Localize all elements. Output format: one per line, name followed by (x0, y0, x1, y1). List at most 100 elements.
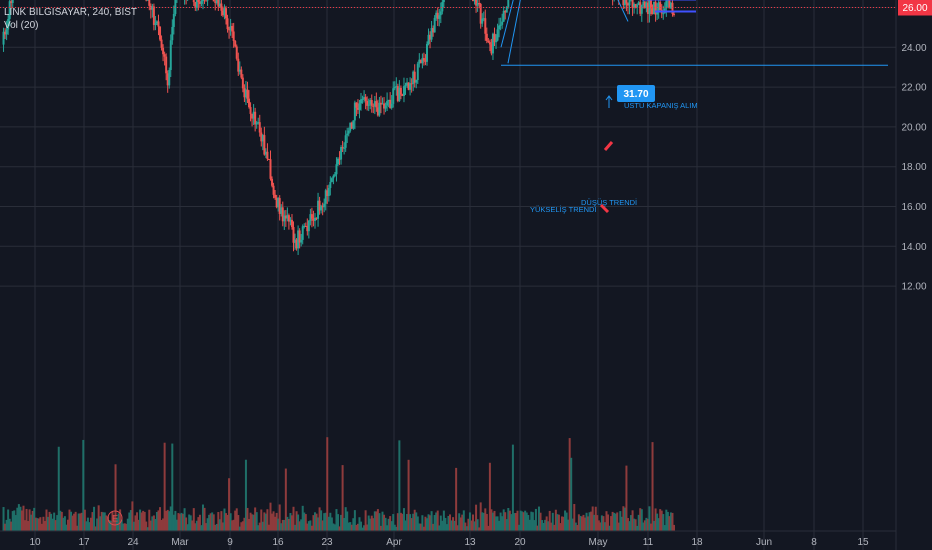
volume-bar (610, 516, 613, 531)
volume-bar (117, 513, 120, 531)
candle-body (498, 25, 501, 30)
candle-body (646, 2, 649, 15)
candle-body (332, 175, 335, 179)
volume-bar (182, 513, 185, 531)
candle-body (636, 5, 639, 8)
candle-body (367, 104, 370, 106)
volume-bar (493, 510, 496, 531)
volume-bar (366, 524, 369, 531)
candle-body (205, 0, 208, 1)
volume-bar (183, 508, 186, 531)
volume-bar (593, 514, 596, 531)
volume-bar (525, 512, 528, 531)
candle-body (490, 44, 493, 54)
volume-bar (65, 524, 68, 531)
volume-bar (441, 520, 444, 531)
y-tick-label: 16.00 (901, 202, 926, 213)
volume-bar (600, 515, 603, 531)
volume-bar (402, 508, 405, 531)
volume-bar (605, 511, 608, 531)
candle-body (220, 3, 223, 11)
volume-bar (108, 520, 111, 531)
candle-body (406, 82, 409, 86)
volume-bar (450, 520, 453, 531)
volume-bar (2, 507, 5, 531)
candle-body (327, 187, 330, 196)
volume-bar (634, 519, 637, 531)
candle-body (225, 8, 227, 19)
candle-body (360, 99, 363, 104)
candle-body (254, 111, 257, 125)
volume-bar (284, 468, 287, 531)
candle-body (662, 13, 665, 15)
volume-bar (353, 510, 356, 531)
volume-bar (364, 510, 367, 531)
volume-bar (19, 506, 22, 531)
candle-body (267, 158, 270, 160)
volume-bar (317, 517, 320, 531)
candle-body (475, 0, 478, 6)
volume-bar (395, 526, 398, 531)
candle-body (157, 21, 160, 27)
candle-body (5, 29, 8, 35)
candle-body (387, 99, 390, 102)
volume-bar (159, 507, 162, 531)
candle-body (485, 33, 488, 41)
x-tick-label: Mar (171, 537, 189, 548)
volume-legend[interactable]: Vol (20) (4, 20, 39, 31)
volume-bar (7, 509, 10, 531)
volume-bar (468, 512, 471, 531)
candle-body (673, 13, 675, 15)
volume-bar (347, 522, 350, 531)
volume-bar (608, 525, 611, 531)
volume-bar (485, 513, 488, 531)
earnings-marker (107, 510, 123, 526)
volume-bar (383, 514, 386, 531)
candle-body (429, 34, 432, 40)
volume-bar (154, 519, 157, 531)
symbol-legend[interactable]: LINK BILGISAYAR, 240, BIST (4, 7, 138, 18)
volume-bar (160, 519, 163, 531)
volume-bar (547, 521, 550, 531)
candle-body (151, 6, 154, 10)
volume-bar (188, 514, 191, 531)
volume-bar (238, 526, 241, 531)
volume-bar (271, 513, 274, 531)
volume-bar (577, 514, 580, 531)
candle-body (166, 73, 169, 86)
candle-body (349, 122, 352, 131)
candle-body (430, 28, 433, 40)
volume-bar (252, 514, 255, 531)
volume-bar (599, 522, 602, 531)
candle-body (223, 8, 226, 16)
volume-bar (594, 506, 597, 531)
volume-bar (439, 515, 442, 531)
volume-bar (406, 513, 409, 531)
x-tick-label: 16 (272, 537, 284, 548)
volume-bar (48, 511, 51, 531)
volume-bar (212, 514, 215, 531)
volume-bar (498, 520, 501, 531)
volume-bar (165, 510, 168, 531)
candle-body (154, 23, 157, 25)
volume-bar (409, 514, 412, 531)
volume-bar (320, 510, 323, 531)
volume-bar (651, 442, 654, 531)
volume-bar (50, 513, 53, 531)
volume-bar (73, 513, 76, 531)
volume-bar (496, 516, 499, 531)
candle-body (645, 2, 648, 8)
volume-bar (146, 527, 149, 531)
candle-body (4, 31, 7, 35)
candle-body (294, 239, 297, 243)
volume-bar (27, 521, 30, 531)
candle-body (626, 3, 629, 6)
volume-bar (571, 518, 574, 531)
candle-body (197, 0, 200, 3)
x-tick-label: 8 (811, 537, 817, 548)
candle-body (278, 198, 281, 214)
candle-body (300, 239, 303, 243)
volume-bar (306, 523, 309, 531)
